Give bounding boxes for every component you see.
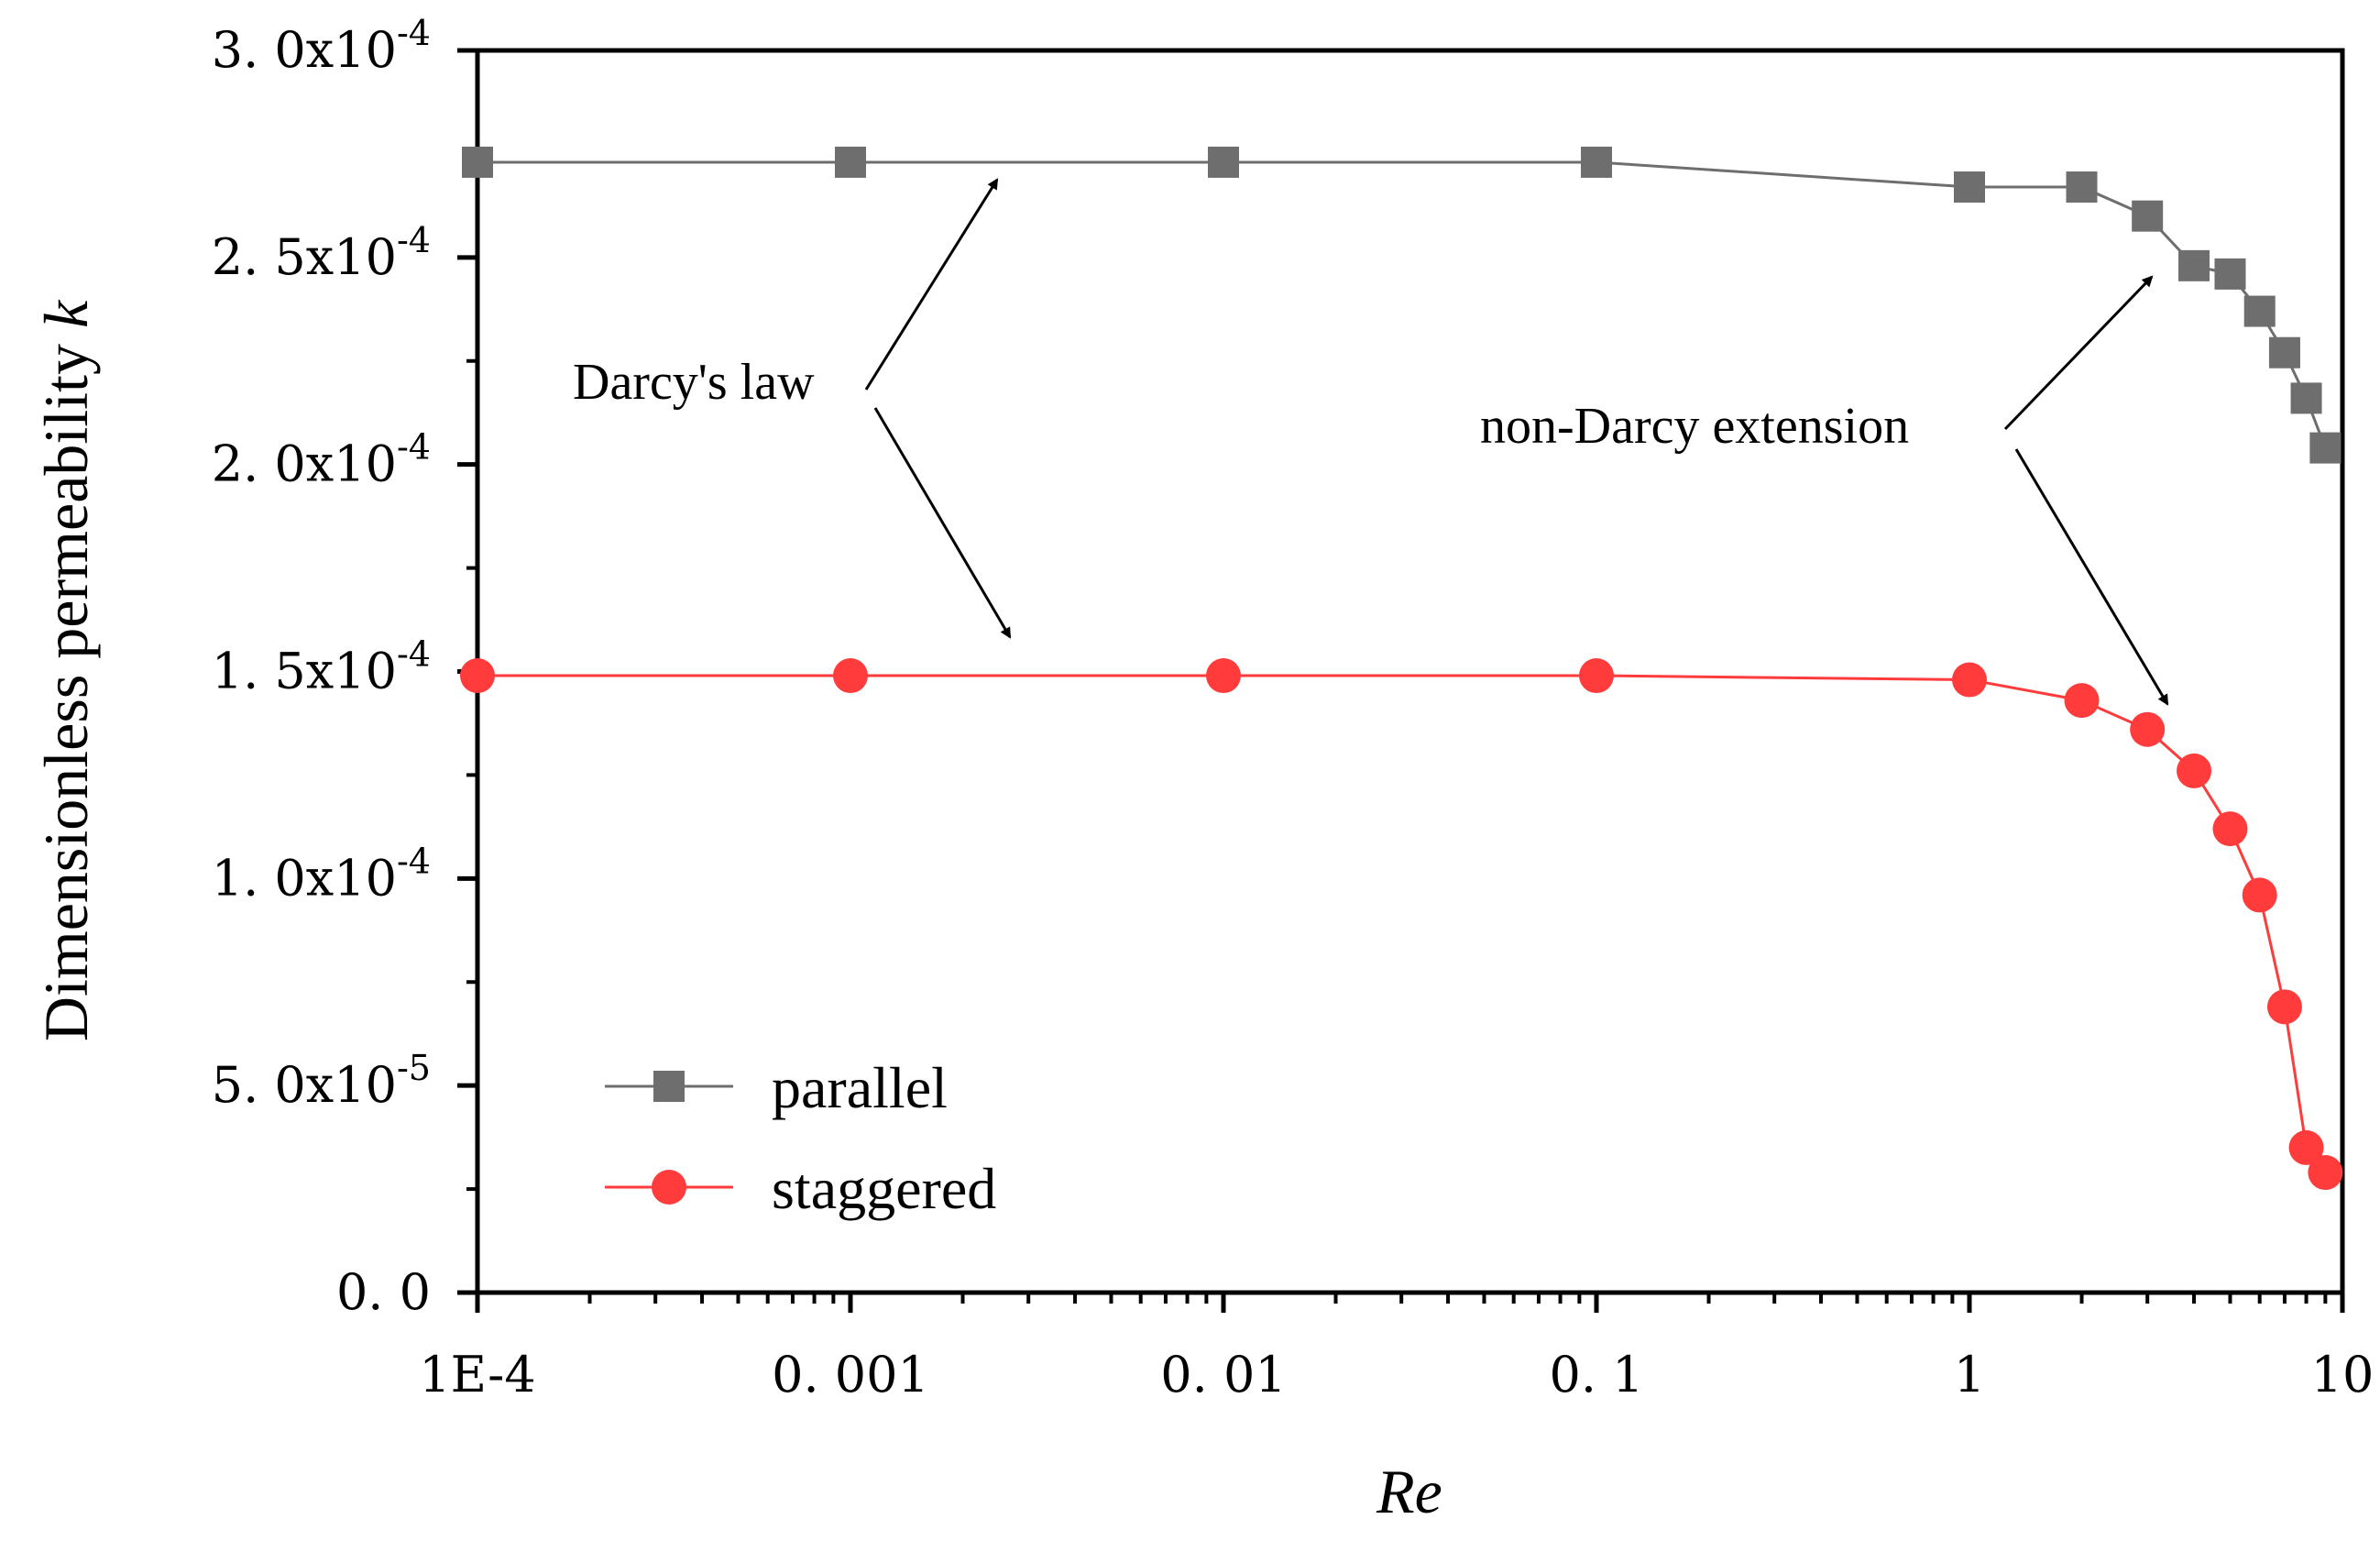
x-tick-label: 0. 1	[1549, 1346, 1643, 1403]
y-axis-title: Dimensionless permeability k	[31, 299, 101, 1041]
x-tick-label: 0. 01	[1160, 1346, 1286, 1403]
y-tick-label: 2. 0x10-4	[212, 427, 431, 493]
data-point-parallel	[1208, 146, 1239, 178]
data-point-parallel	[2290, 382, 2322, 414]
series-layer	[460, 146, 2343, 1191]
y-tick-label: 5. 0x10-5	[212, 1048, 431, 1114]
data-point-staggered	[2242, 877, 2277, 913]
data-point-parallel	[2214, 258, 2246, 290]
data-point-parallel	[2066, 171, 2098, 204]
series-staggered	[460, 658, 2343, 1191]
data-point-staggered	[1579, 658, 1614, 694]
arrow-darcy-to-parallel	[864, 178, 999, 391]
legend-label-staggered: staggered	[772, 1156, 996, 1221]
y-tick-label: 1. 0x10-4	[212, 841, 431, 907]
annotation-non-darcy-extension: non-Darcy extension	[1480, 398, 1909, 455]
data-point-staggered	[833, 658, 868, 694]
arrow-nondarcy-to-staggered	[2014, 448, 2169, 706]
data-point-staggered	[2308, 1155, 2343, 1191]
x-tick-label: 10	[2311, 1346, 2375, 1403]
data-point-parallel	[2132, 200, 2164, 232]
data-point-staggered	[1952, 662, 1987, 698]
data-point-parallel	[835, 146, 866, 178]
data-point-staggered	[2212, 811, 2248, 847]
data-point-parallel	[1954, 171, 1985, 204]
y-tick-label: 3. 0x10-4	[212, 13, 431, 79]
arrow-nondarcy-to-parallel	[2003, 275, 2154, 431]
data-point-parallel	[1581, 146, 1612, 178]
y-axis-tick-labels: 0. 0 5. 0x10-5 1. 0x10-4 1. 5x10-4 2. 0x10-4…	[212, 13, 431, 1321]
series-parallel	[462, 146, 2342, 464]
x-tick-label: 0. 001	[772, 1346, 929, 1403]
annotation-darcys-law: Darcy's law	[573, 354, 815, 411]
data-point-staggered	[2266, 989, 2302, 1025]
data-point-staggered	[2130, 711, 2166, 747]
y-axis-title-text: Dimensionless permeability	[31, 328, 101, 1041]
legend-label-parallel: parallel	[772, 1055, 948, 1120]
data-point-parallel	[2309, 432, 2342, 464]
y-tick-label: 2. 5x10-4	[212, 220, 431, 286]
data-point-parallel	[2243, 295, 2276, 327]
legend: parallel staggered	[605, 1055, 996, 1221]
legend-marker-parallel	[653, 1071, 685, 1102]
y-tick-label: 1. 5x10-4	[212, 634, 431, 700]
data-point-parallel	[462, 146, 493, 178]
legend-marker-staggered	[652, 1170, 686, 1205]
plot-frame	[475, 48, 2345, 1295]
series-line-staggered	[477, 674, 2327, 1173]
x-axis-tick-labels: 1E-4 0. 001 0. 01 0. 1 1 10	[419, 1346, 2374, 1403]
data-point-staggered	[2288, 1129, 2324, 1165]
data-point-parallel	[2268, 336, 2300, 369]
data-point-staggered	[2177, 753, 2212, 788]
x-axis-title: Re	[1376, 1457, 1442, 1526]
data-point-staggered	[2064, 683, 2100, 719]
y-tick-label: 0. 0	[336, 1263, 431, 1321]
data-point-staggered	[460, 658, 495, 694]
x-tick-label: 1	[1954, 1346, 1985, 1403]
x-tick-label: 1E-4	[419, 1346, 535, 1403]
data-point-staggered	[1206, 658, 1241, 694]
data-point-parallel	[2178, 249, 2210, 281]
arrow-darcy-to-staggered	[873, 407, 1012, 639]
y-axis-title-symbol: k	[31, 299, 101, 328]
x-axis-ticks	[475, 1293, 2345, 1313]
